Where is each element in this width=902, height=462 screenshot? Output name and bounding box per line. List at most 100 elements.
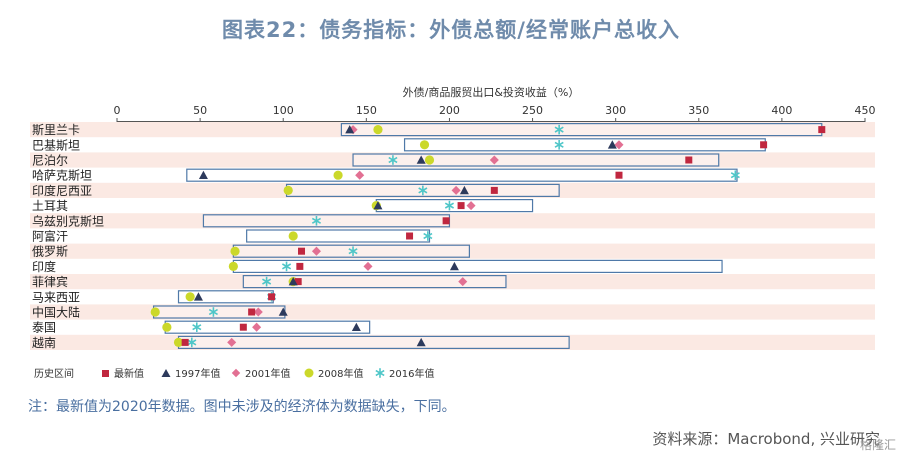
country-label: 斯里兰卡 bbox=[32, 123, 80, 137]
country-label: 乌兹别克斯坦 bbox=[32, 213, 104, 228]
country-label: 哈萨克斯坦 bbox=[32, 169, 92, 183]
marker-2001 bbox=[227, 337, 237, 347]
marker-2008 bbox=[230, 246, 240, 256]
x-tick-label: 400 bbox=[771, 104, 792, 117]
marker-latest bbox=[490, 186, 498, 194]
marker-2008 bbox=[419, 140, 430, 150]
marker-1997 bbox=[416, 155, 426, 164]
x-tick-label: 450 bbox=[855, 104, 876, 117]
marker-2001 bbox=[614, 140, 624, 150]
marker-2016 bbox=[262, 276, 272, 287]
country-label: 越南 bbox=[32, 335, 56, 350]
legend-marker-2001 bbox=[231, 368, 241, 378]
marker-2016 bbox=[554, 124, 564, 135]
legend-label: 2016年值 bbox=[389, 367, 434, 380]
marker-1997 bbox=[373, 201, 383, 210]
range-box bbox=[202, 214, 451, 228]
marker-2008 bbox=[173, 337, 184, 347]
marker-2016 bbox=[554, 140, 564, 150]
marker-2008 bbox=[333, 170, 343, 180]
range-box bbox=[246, 229, 431, 243]
row-stripe bbox=[30, 334, 875, 350]
marker-latest bbox=[457, 202, 465, 210]
row-stripe bbox=[30, 304, 875, 320]
marker-2016 bbox=[192, 322, 202, 332]
footnote: 注：最新值为2020年数据。图中未涉及的经济体为数据缺失，下同。 bbox=[28, 399, 456, 415]
marker-2001 bbox=[466, 201, 476, 211]
marker-1997 bbox=[193, 292, 203, 301]
marker-latest bbox=[442, 217, 450, 225]
marker-latest bbox=[239, 323, 247, 331]
x-tick-label: 300 bbox=[605, 104, 626, 117]
marker-latest bbox=[294, 278, 302, 286]
marker-1997 bbox=[351, 322, 361, 331]
marker-1997 bbox=[416, 337, 426, 347]
country-label: 菲律宾 bbox=[32, 274, 68, 289]
marker-latest bbox=[615, 171, 623, 179]
marker-2008 bbox=[424, 155, 435, 165]
marker-latest bbox=[296, 262, 304, 270]
x-tick-label: 0 bbox=[114, 104, 121, 117]
marker-1997 bbox=[288, 277, 298, 286]
range-box bbox=[340, 122, 823, 137]
marker-latest bbox=[181, 338, 189, 346]
marker-2016 bbox=[423, 231, 433, 241]
legend-label: 2001年值 bbox=[245, 367, 290, 380]
watermark-logo: 格隆汇 bbox=[859, 438, 896, 452]
range-box bbox=[352, 153, 720, 167]
marker-latest bbox=[406, 232, 414, 240]
x-tick-label: 50 bbox=[193, 104, 207, 117]
country-label: 俄罗斯 bbox=[32, 245, 68, 259]
marker-latest bbox=[685, 156, 693, 164]
range-box bbox=[232, 244, 470, 258]
x-tick-label: 350 bbox=[688, 104, 709, 117]
legend-marker-latest bbox=[102, 370, 109, 377]
chart-title: 图表22：债务指标：外债总额/经常账户总收入 bbox=[222, 18, 680, 42]
legend-label: 历史区间 bbox=[34, 367, 74, 380]
marker-2008 bbox=[228, 261, 238, 271]
marker-1997 bbox=[345, 125, 355, 134]
marker-2016 bbox=[348, 246, 358, 256]
marker-2016 bbox=[311, 216, 322, 226]
marker-2016 bbox=[187, 337, 197, 348]
marker-latest bbox=[248, 308, 256, 316]
range-box bbox=[403, 138, 766, 152]
range-box bbox=[375, 198, 534, 213]
marker-2016 bbox=[281, 261, 292, 272]
marker-1997 bbox=[459, 185, 469, 195]
marker-2016 bbox=[388, 155, 398, 165]
row-stripe bbox=[30, 274, 875, 290]
country-label: 尼泊尔 bbox=[32, 153, 68, 168]
range-box bbox=[232, 259, 723, 273]
x-tick-label: 100 bbox=[273, 104, 294, 117]
marker-2016 bbox=[418, 185, 428, 196]
marker-2008 bbox=[150, 307, 160, 317]
country-label: 土耳其 bbox=[32, 199, 68, 213]
marker-2008 bbox=[185, 292, 195, 302]
marker-2008 bbox=[288, 231, 298, 241]
legend-marker-1997 bbox=[161, 369, 171, 377]
x-tick-label: 150 bbox=[356, 104, 377, 117]
marker-latest bbox=[268, 293, 276, 301]
range-dot-chart: 外债/商品服贸出口&投资收益（%） 0 50 100 150 200 250 300 350 40… bbox=[30, 85, 876, 380]
marker-latest bbox=[760, 141, 768, 149]
marker-latest bbox=[818, 126, 826, 134]
marker-1997 bbox=[449, 261, 459, 271]
marker-2001 bbox=[363, 261, 373, 271]
row-stripe bbox=[30, 213, 875, 229]
range-box bbox=[186, 168, 738, 182]
legend-label: 2008年值 bbox=[318, 367, 363, 380]
marker-2008 bbox=[373, 125, 383, 135]
country-label: 马来西亚 bbox=[32, 290, 80, 304]
country-label: 印度尼西亚 bbox=[32, 183, 92, 198]
row-stripe bbox=[30, 152, 875, 168]
country-label: 印度 bbox=[32, 259, 56, 274]
marker-2001 bbox=[489, 155, 499, 165]
marker-1997 bbox=[607, 140, 617, 149]
marker-1997 bbox=[278, 307, 288, 316]
legend-label: 1997年值 bbox=[175, 367, 220, 380]
range-box bbox=[152, 305, 286, 319]
marker-2016 bbox=[444, 200, 455, 211]
range-box bbox=[242, 275, 507, 289]
x-tick-label: 200 bbox=[439, 104, 460, 117]
